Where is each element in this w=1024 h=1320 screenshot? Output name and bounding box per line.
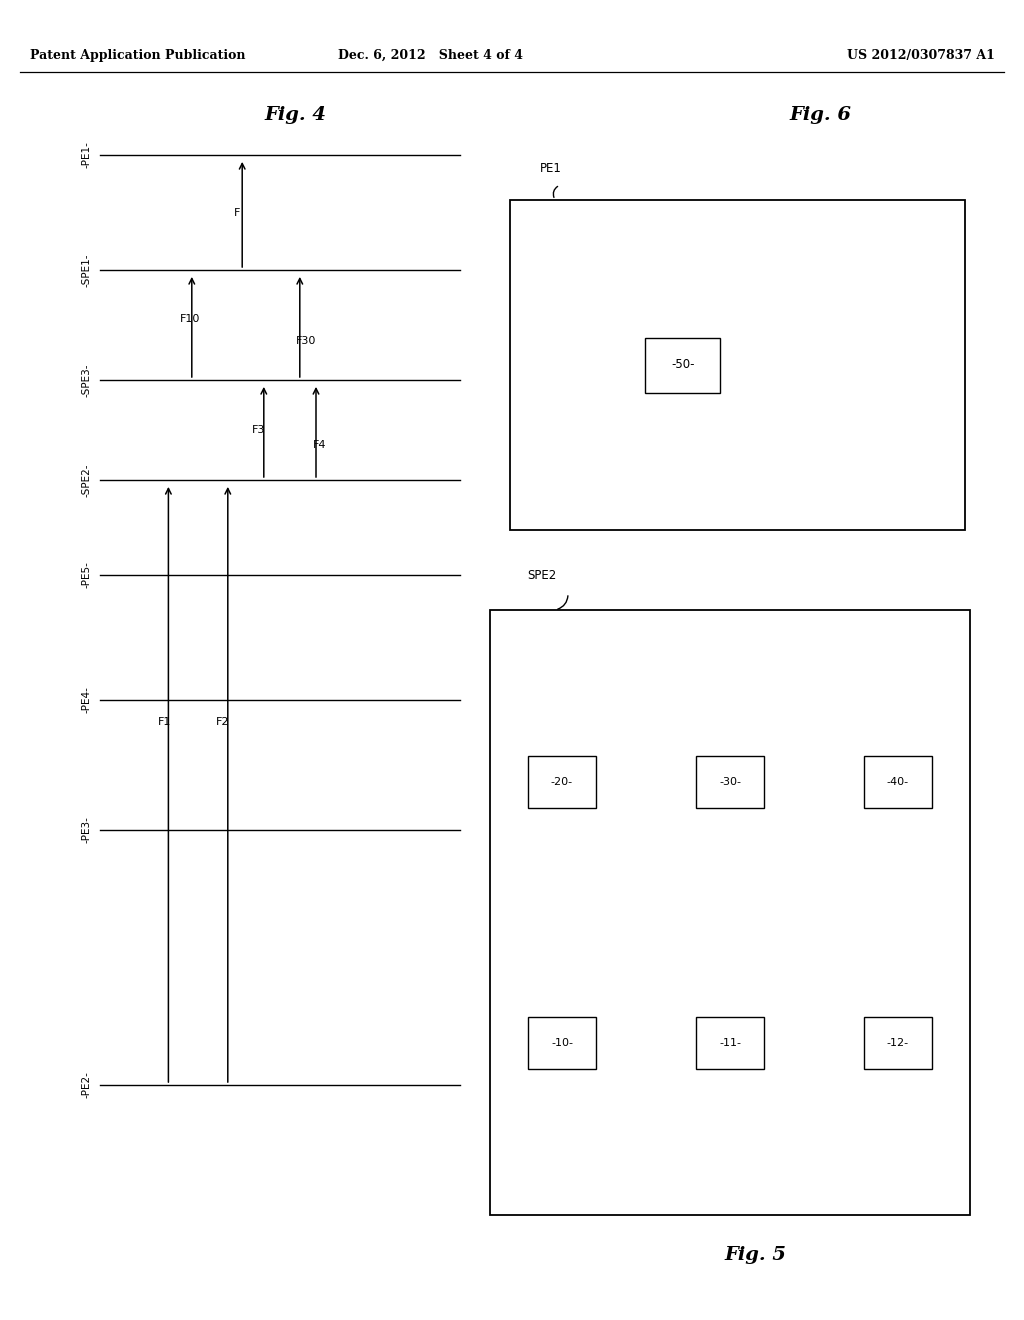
- Text: -SPE1-: -SPE1-: [82, 253, 92, 286]
- Bar: [528, 756, 596, 808]
- Text: -12-: -12-: [887, 1038, 909, 1048]
- Text: F1: F1: [159, 717, 172, 727]
- Text: F10: F10: [180, 314, 201, 325]
- Text: Fig. 4: Fig. 4: [264, 106, 326, 124]
- Bar: [510, 201, 965, 531]
- Text: Dec. 6, 2012   Sheet 4 of 4: Dec. 6, 2012 Sheet 4 of 4: [338, 49, 522, 62]
- Bar: [528, 1016, 596, 1069]
- Text: -10-: -10-: [551, 1038, 573, 1048]
- Text: SPE2: SPE2: [527, 569, 556, 582]
- Text: -40-: -40-: [887, 777, 909, 788]
- Text: -20-: -20-: [551, 777, 573, 788]
- Bar: [864, 1016, 932, 1069]
- Text: -SPE2-: -SPE2-: [82, 463, 92, 496]
- Text: US 2012/0307837 A1: US 2012/0307837 A1: [847, 49, 995, 62]
- Text: F2: F2: [216, 717, 229, 727]
- Text: F4: F4: [312, 440, 326, 450]
- Bar: [696, 756, 764, 808]
- Text: PE1: PE1: [540, 162, 562, 176]
- Bar: [864, 756, 932, 808]
- Text: -50-: -50-: [671, 359, 694, 371]
- Text: -PE4-: -PE4-: [82, 686, 92, 713]
- Bar: [490, 610, 970, 1214]
- Bar: [645, 338, 721, 392]
- Text: -PE1-: -PE1-: [82, 141, 92, 169]
- Text: -SPE3-: -SPE3-: [82, 363, 92, 397]
- Text: -11-: -11-: [719, 1038, 741, 1048]
- Text: -PE3-: -PE3-: [82, 817, 92, 843]
- Text: -30-: -30-: [719, 777, 741, 788]
- Text: F30: F30: [296, 337, 316, 346]
- Text: -PE2-: -PE2-: [82, 1072, 92, 1098]
- Text: -PE5-: -PE5-: [82, 561, 92, 589]
- Text: F3: F3: [252, 425, 265, 436]
- Text: F: F: [234, 207, 241, 218]
- Text: Fig. 5: Fig. 5: [724, 1246, 786, 1265]
- Text: Fig. 6: Fig. 6: [790, 106, 851, 124]
- Text: Patent Application Publication: Patent Application Publication: [30, 49, 246, 62]
- Bar: [696, 1016, 764, 1069]
